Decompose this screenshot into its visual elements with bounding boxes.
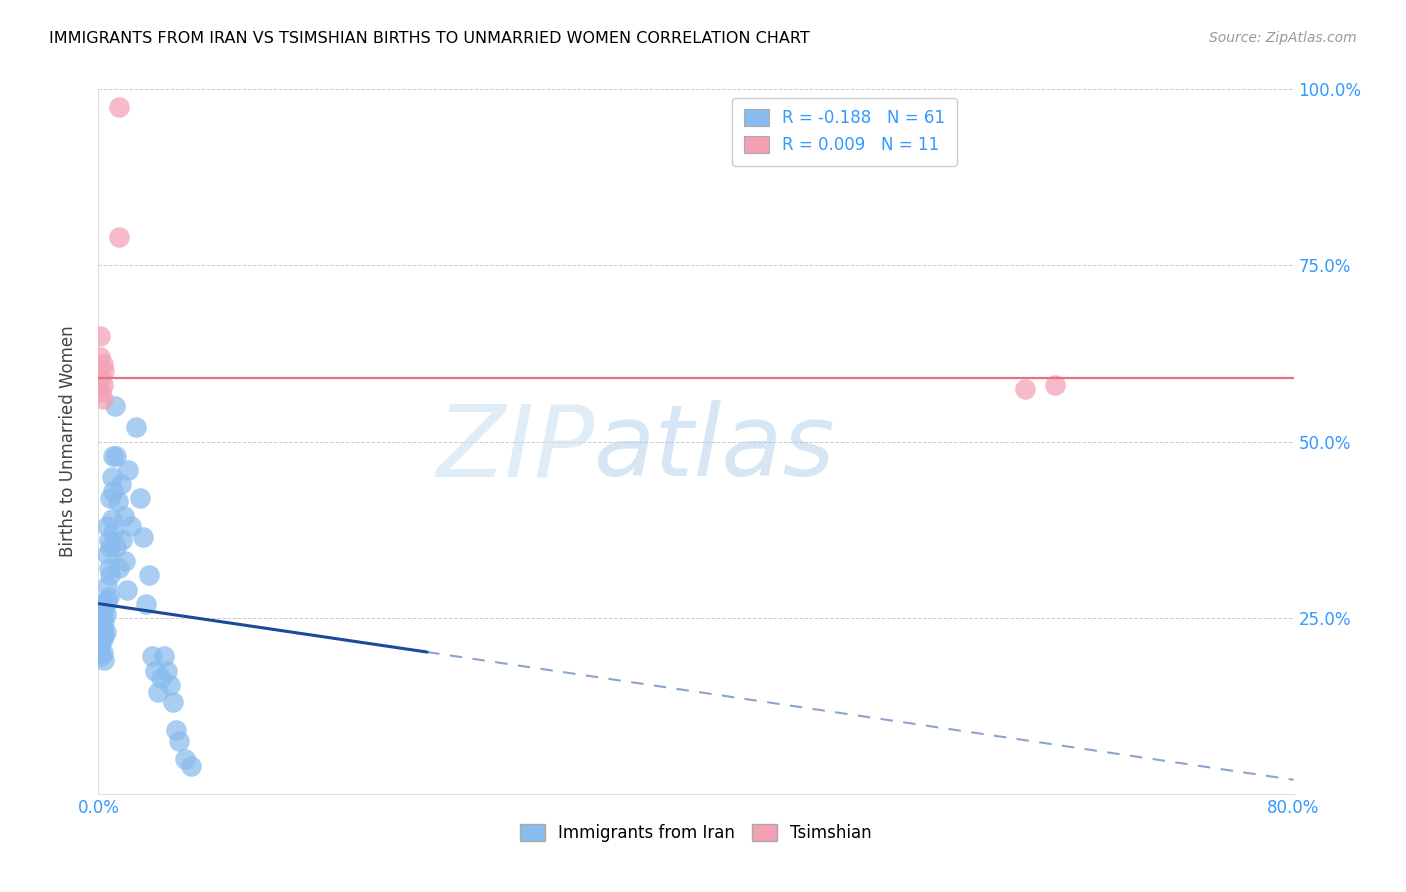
Point — [108, 100, 131, 114]
Point — [1043, 378, 1066, 392]
Text: IMMIGRANTS FROM IRAN VS TSIMSHIAN BIRTHS TO UNMARRIED WOMEN CORRELATION CHART: IMMIGRANTS FROM IRAN VS TSIMSHIAN BIRTHS… — [49, 31, 810, 46]
Point — [103, 526, 125, 541]
Point — [115, 582, 138, 597]
Point — [89, 350, 111, 364]
Point — [90, 635, 112, 649]
Point — [135, 597, 157, 611]
Point — [96, 593, 118, 607]
Point — [91, 621, 114, 635]
Point — [90, 385, 112, 400]
Point — [111, 533, 134, 548]
Point — [165, 723, 187, 738]
Point — [94, 597, 117, 611]
Point — [108, 561, 131, 575]
Point — [114, 554, 136, 568]
Point — [112, 508, 135, 523]
Point — [90, 597, 112, 611]
Point — [159, 678, 181, 692]
Point — [141, 649, 163, 664]
Point — [156, 664, 179, 678]
Point — [90, 649, 112, 664]
Point — [89, 639, 111, 653]
Point — [101, 512, 124, 526]
Y-axis label: Births to Unmarried Women: Births to Unmarried Women — [59, 326, 77, 558]
Point — [105, 449, 128, 463]
Point — [153, 649, 176, 664]
Point — [125, 420, 148, 434]
Point — [91, 632, 114, 646]
Point — [167, 734, 190, 748]
Point — [103, 483, 125, 498]
Point — [97, 561, 120, 575]
Point — [91, 646, 114, 660]
Point — [94, 607, 117, 622]
Point — [174, 751, 197, 765]
Point — [129, 491, 152, 505]
Point — [104, 399, 127, 413]
Point — [107, 494, 129, 508]
Point — [1014, 382, 1036, 396]
Point — [110, 476, 132, 491]
Text: atlas: atlas — [595, 401, 837, 497]
Point — [96, 547, 118, 561]
Point — [93, 628, 115, 642]
Point — [138, 568, 160, 582]
Point — [91, 357, 114, 371]
Point — [96, 519, 118, 533]
Legend: Immigrants from Iran, Tsimshian: Immigrants from Iran, Tsimshian — [513, 817, 879, 849]
Point — [148, 684, 170, 698]
Point — [89, 610, 111, 624]
Point — [120, 519, 142, 533]
Point — [93, 653, 115, 667]
Point — [89, 624, 111, 639]
Point — [94, 624, 117, 639]
Point — [96, 579, 118, 593]
Point — [180, 758, 202, 772]
Point — [98, 491, 122, 505]
Point — [90, 371, 112, 385]
Point — [93, 614, 115, 628]
Point — [132, 530, 155, 544]
Point — [93, 364, 115, 378]
Point — [91, 604, 114, 618]
Point — [150, 671, 173, 685]
Point — [98, 568, 122, 582]
Point — [91, 392, 114, 407]
Point — [91, 378, 114, 392]
Point — [97, 533, 120, 548]
Point — [162, 695, 184, 709]
Point — [117, 463, 139, 477]
Point — [103, 449, 125, 463]
Text: Source: ZipAtlas.com: Source: ZipAtlas.com — [1209, 31, 1357, 45]
Point — [89, 328, 111, 343]
Point — [101, 469, 124, 483]
Point — [108, 230, 131, 244]
Point — [90, 617, 112, 632]
Text: ZIP: ZIP — [436, 401, 595, 497]
Point — [105, 541, 128, 555]
Point — [143, 664, 166, 678]
Point — [97, 590, 120, 604]
Point — [98, 541, 122, 555]
